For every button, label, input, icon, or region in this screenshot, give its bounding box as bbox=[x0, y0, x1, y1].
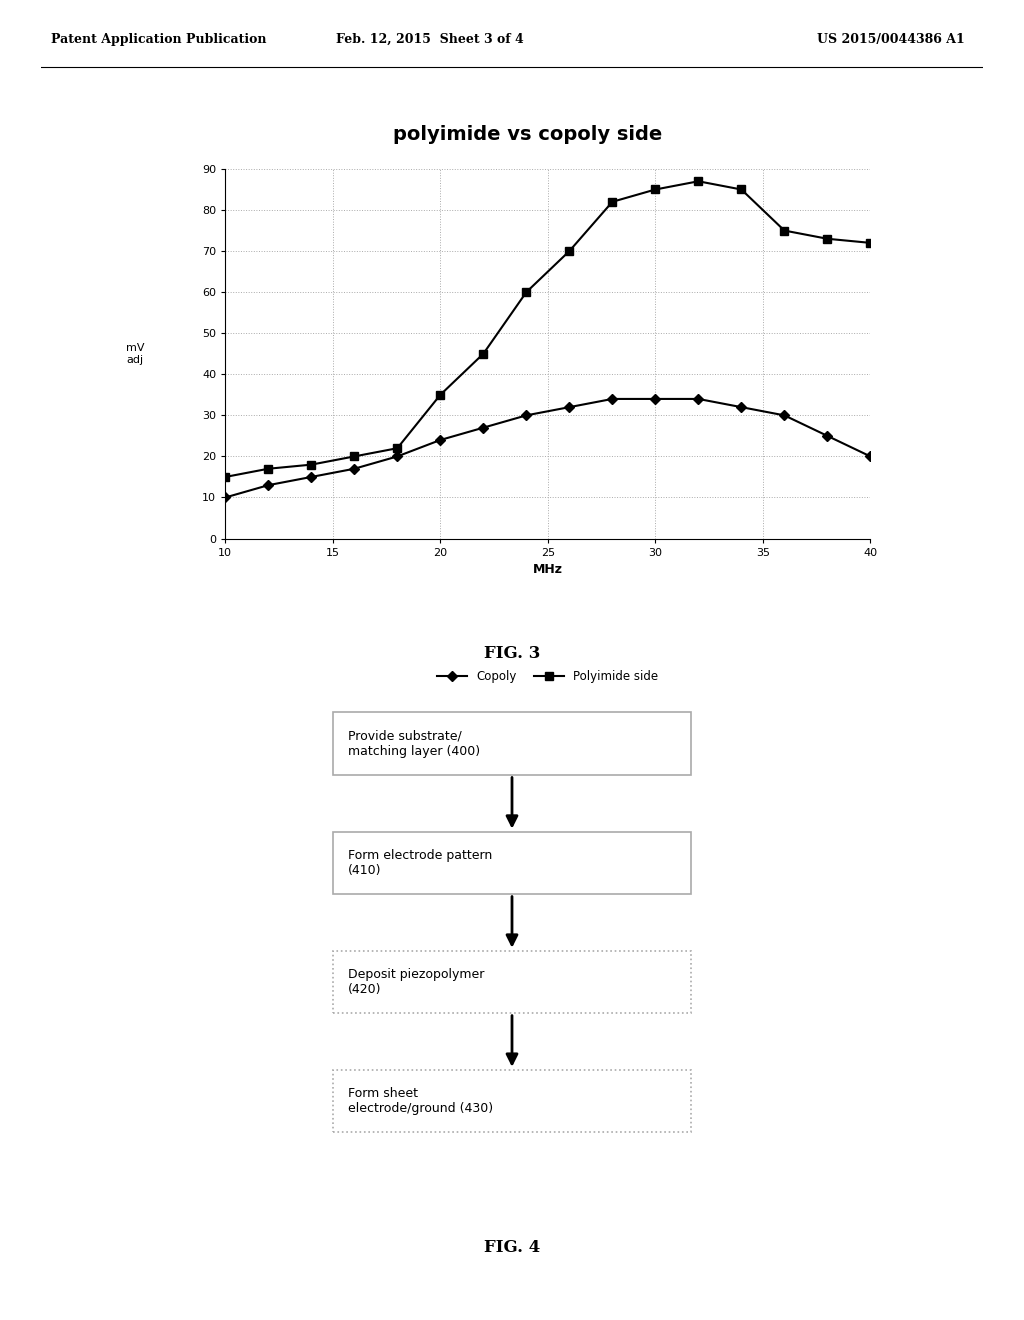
Line: Polyimide side: Polyimide side bbox=[221, 177, 874, 480]
Copoly bbox=[864, 449, 877, 465]
Text: Form electrode pattern
(410): Form electrode pattern (410) bbox=[348, 849, 493, 876]
Copoly bbox=[563, 399, 575, 414]
Text: Deposit piezopolymer
(420): Deposit piezopolymer (420) bbox=[348, 968, 484, 995]
Text: US 2015/0044386 A1: US 2015/0044386 A1 bbox=[817, 33, 965, 46]
Polyimide side bbox=[262, 461, 274, 477]
Polyimide side bbox=[348, 449, 360, 465]
Text: Patent Application Publication: Patent Application Publication bbox=[51, 33, 266, 46]
Polyimide side bbox=[391, 441, 403, 457]
Polyimide side bbox=[520, 284, 532, 300]
Copoly bbox=[305, 469, 317, 484]
Copoly bbox=[649, 391, 662, 407]
Polyimide side bbox=[692, 173, 705, 189]
Copoly bbox=[692, 391, 705, 407]
Text: FIG. 3: FIG. 3 bbox=[483, 645, 541, 661]
Text: Feb. 12, 2015  Sheet 3 of 4: Feb. 12, 2015 Sheet 3 of 4 bbox=[336, 33, 524, 46]
Copoly bbox=[434, 432, 446, 447]
Polyimide side bbox=[649, 182, 662, 198]
X-axis label: MHz: MHz bbox=[532, 564, 563, 576]
Copoly bbox=[520, 408, 532, 424]
Copoly bbox=[348, 461, 360, 477]
Copoly bbox=[391, 449, 403, 465]
Copoly bbox=[735, 399, 748, 414]
Copoly bbox=[219, 490, 231, 506]
FancyBboxPatch shape bbox=[333, 832, 691, 894]
Polyimide side bbox=[434, 387, 446, 403]
Polyimide side bbox=[735, 182, 748, 198]
Legend: Copoly, Polyimide side: Copoly, Polyimide side bbox=[432, 665, 664, 688]
FancyBboxPatch shape bbox=[333, 1069, 691, 1131]
Text: Form sheet
electrode/ground (430): Form sheet electrode/ground (430) bbox=[348, 1086, 494, 1115]
Copoly bbox=[477, 420, 489, 436]
Polyimide side bbox=[219, 469, 231, 484]
Polyimide side bbox=[821, 231, 834, 247]
Polyimide side bbox=[305, 457, 317, 473]
Text: FIG. 4: FIG. 4 bbox=[484, 1239, 540, 1255]
Copoly bbox=[821, 428, 834, 444]
Text: mV
adj: mV adj bbox=[126, 343, 144, 364]
Text: Provide substrate/
matching layer (400): Provide substrate/ matching layer (400) bbox=[348, 730, 480, 758]
FancyBboxPatch shape bbox=[333, 950, 691, 1012]
Polyimide side bbox=[563, 243, 575, 259]
Polyimide side bbox=[864, 235, 877, 251]
Copoly bbox=[606, 391, 618, 407]
Text: polyimide vs copoly side: polyimide vs copoly side bbox=[393, 125, 662, 144]
Copoly bbox=[778, 408, 791, 424]
Polyimide side bbox=[606, 194, 618, 210]
Line: Copoly: Copoly bbox=[222, 396, 873, 502]
Copoly bbox=[262, 478, 274, 494]
Polyimide side bbox=[477, 346, 489, 362]
FancyBboxPatch shape bbox=[333, 713, 691, 775]
Polyimide side bbox=[778, 223, 791, 239]
